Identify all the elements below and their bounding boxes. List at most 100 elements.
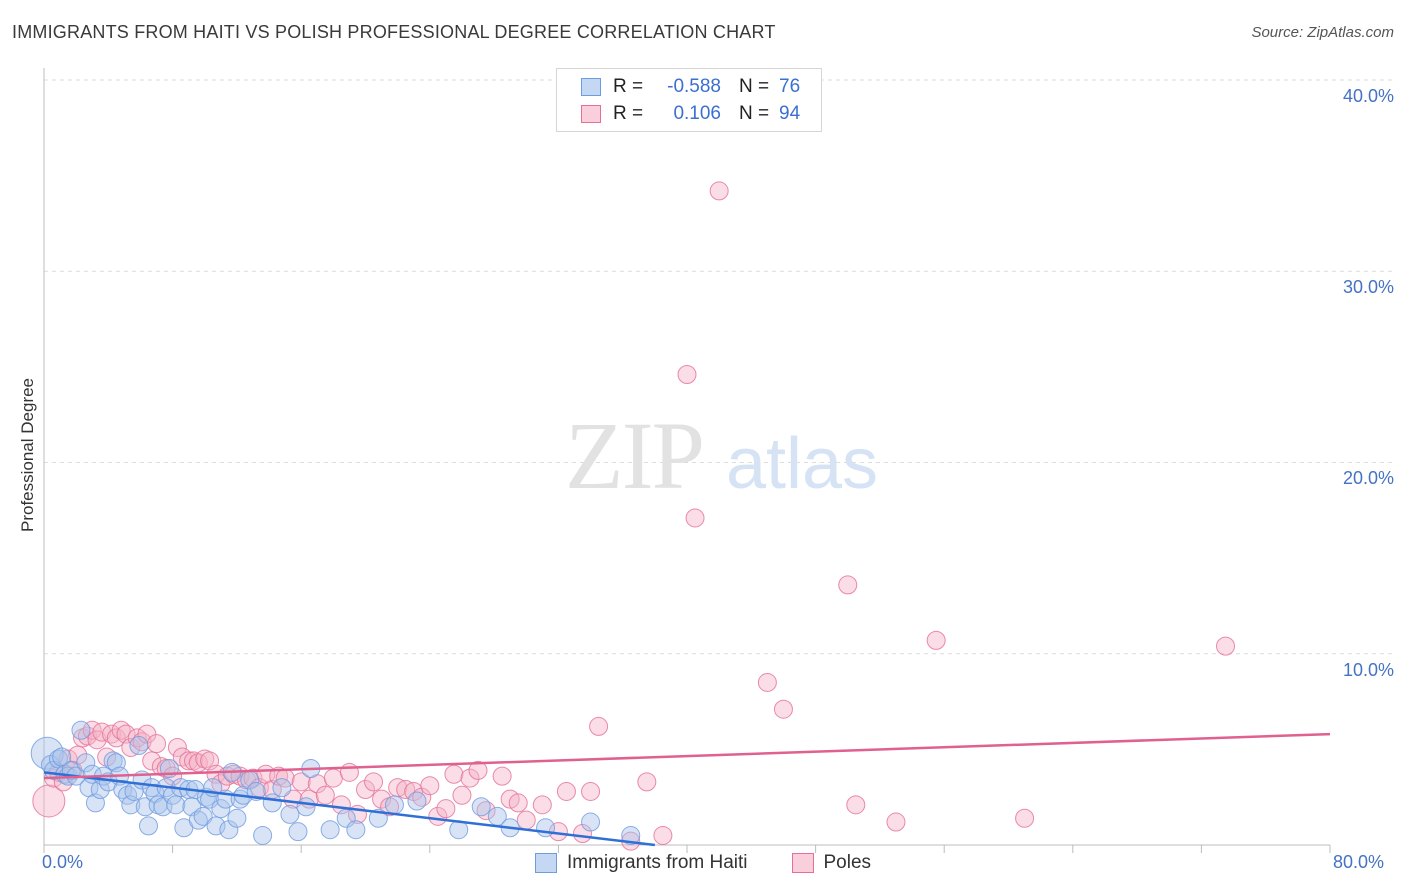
poles-point [1015,808,1035,828]
legend-label-haiti: Immigrants from Haiti [566,852,748,873]
legend-r-label: R = [613,76,644,97]
haiti-point [71,720,91,740]
legend-r-value: -0.588 [667,76,721,97]
watermark: ZIP atlas [565,402,878,509]
poles-point [372,789,392,809]
poles-point [685,508,705,528]
poles-point [637,772,657,792]
legend-item-poles[interactable]: Poles [791,852,872,874]
legend-n-value: 76 [779,76,801,97]
poles-point [323,768,343,788]
y-tick-label: 40.0% [1342,86,1394,106]
axes [43,68,1331,853]
haiti-point [407,791,427,811]
poles-point [653,825,673,845]
haiti-point [142,778,162,798]
poles-point [444,764,464,784]
poles-point [773,699,793,719]
poles-point [709,181,729,201]
poles-point [356,780,375,800]
chart-title: IMMIGRANTS FROM HAITI VS POLISH PROFESSI… [12,22,776,42]
poles-point [163,766,183,786]
poles-point [121,737,141,757]
series-legend: Immigrants from Haiti Poles [0,852,1406,874]
haiti-point [219,820,239,840]
poles-point [339,762,359,782]
legend-swatch-poles [791,853,814,873]
haiti-point [346,820,366,840]
poles-point [436,799,456,819]
poles-point [589,716,609,736]
legend-swatch-haiti [581,78,601,96]
haiti-point [166,795,186,815]
haiti-point [129,736,149,756]
legend-swatch-poles [581,105,601,123]
x-tick-label-max: 80.0% [1333,852,1385,872]
y-axis-label: Professional Degree [18,377,37,533]
legend-n-value: 94 [779,103,801,124]
poles-point [677,365,697,385]
poles-point [92,722,112,742]
poles-point [757,672,777,692]
haiti-point [262,793,282,813]
haiti-trend-line [43,771,655,847]
haiti-point [200,789,220,809]
poles-point [581,781,601,801]
poles-point [269,766,289,786]
watermark-atlas: atlas [726,424,878,504]
poles-point [137,724,157,744]
poles-point [1216,636,1236,656]
poles-point [926,630,946,650]
poles-point [420,776,440,796]
haiti-point [320,820,340,840]
source-label: Source: ZipAtlas.com [1251,24,1394,41]
poles-point [396,780,416,800]
haiti-point [253,825,273,845]
legend-r-label: R = [613,103,644,124]
poles-point [556,781,576,801]
poles-point [886,812,906,832]
poles-point [291,772,311,792]
haiti-point [272,778,292,798]
legend-label-poles: Poles [823,852,872,873]
poles-point [532,795,552,815]
haiti-point [581,812,601,832]
haiti-point [536,818,556,838]
poles-point [492,766,512,786]
haiti-point [288,822,308,842]
x-tick-label-min: 0.0% [42,852,84,872]
legend-r-value: 0.106 [673,103,721,124]
poles-point [516,810,536,830]
poles-point [838,575,858,595]
poles-trend-line [43,732,1331,780]
poles-point [508,793,528,813]
haiti-point [206,816,226,836]
haiti-point [138,816,158,836]
poles-point [167,737,187,757]
haiti-point [227,808,247,828]
haiti-point [621,825,641,845]
legend-row-haiti: R = -0.588 N = 76 [581,75,800,99]
legend-swatch-haiti [534,853,557,873]
poles-point [32,784,66,818]
poles-point [846,795,866,815]
haiti-point [296,797,316,817]
legend-n-label: N = [739,76,770,97]
poles-point [179,751,199,771]
y-tick-label: 20.0% [1342,468,1394,488]
haiti-point [193,806,213,826]
legend-item-haiti[interactable]: Immigrants from Haiti [534,852,748,874]
grid-lines [44,79,1392,655]
poles-point [147,734,167,754]
poles-points [32,181,1236,851]
poles-point [452,785,472,805]
poles-point [460,768,480,788]
haiti-point [471,797,491,817]
haiti-point [384,795,404,815]
poles-point [468,760,488,780]
trend-lines [43,732,1331,847]
poles-point [315,785,335,805]
poles-point [364,772,384,792]
watermark-zip: ZIP [565,402,703,509]
